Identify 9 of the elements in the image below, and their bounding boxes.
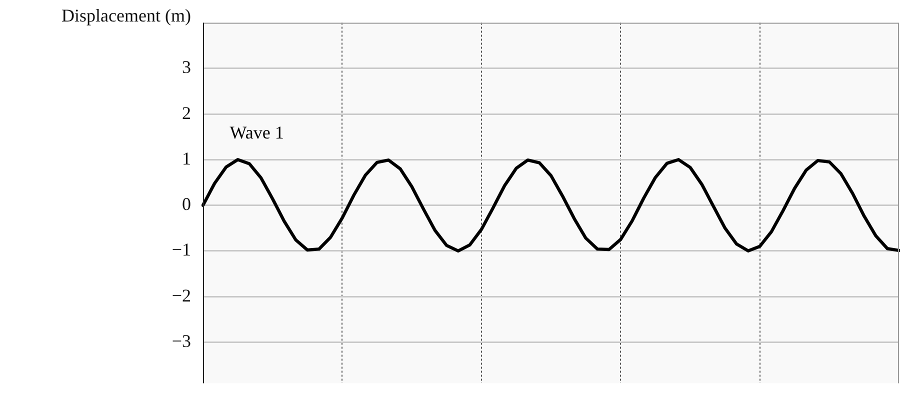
y-tick-label: −1 (172, 240, 191, 260)
y-tick-label: −2 (172, 285, 191, 306)
y-axis-title: Displacement (m) (62, 6, 191, 26)
y-tick-label: −3 (172, 330, 191, 351)
y-tick-label: 2 (182, 102, 191, 123)
series-label: Wave 1 (230, 122, 284, 142)
y-tick-label: 1 (182, 148, 191, 168)
y-tick-label: 0 (182, 194, 191, 214)
y-tick-label: 3 (182, 57, 191, 78)
